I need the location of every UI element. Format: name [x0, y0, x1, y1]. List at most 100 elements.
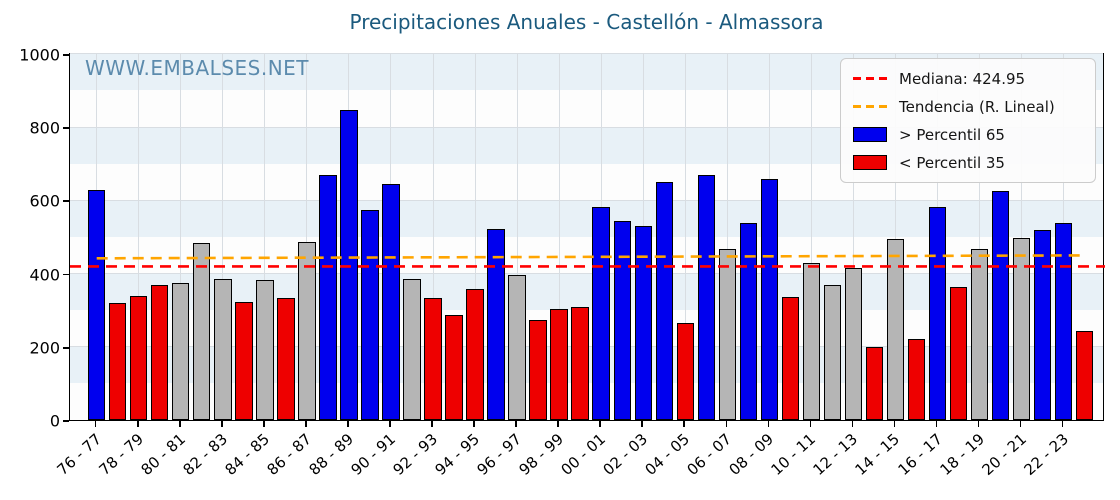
bar-03-04 — [655, 181, 673, 420]
bar-10-11 — [802, 262, 821, 420]
legend-item-below-percentile: < Percentil 35 — [853, 152, 1085, 173]
x-tick-mark — [1019, 421, 1022, 427]
bar-14-15 — [886, 238, 905, 420]
x-tick-mark — [1061, 421, 1064, 427]
y-tick-mark — [63, 346, 69, 349]
v-gridline — [180, 54, 182, 420]
y-tick-label: 600 — [29, 191, 60, 211]
median-dash-sample — [853, 77, 887, 80]
watermark: WWW.EMBALSES.NET — [85, 56, 310, 80]
x-tick-mark — [599, 421, 601, 427]
bar-17-18 — [949, 287, 968, 420]
bar-08-09 — [760, 178, 779, 420]
v-gridline — [138, 54, 140, 420]
y-tick-mark — [63, 273, 69, 276]
bar-83-84 — [235, 301, 253, 420]
h-gridline — [70, 126, 1103, 128]
legend-item-trend: Tendencia (R. Lineal) — [853, 96, 1085, 117]
x-tick-mark — [809, 421, 812, 427]
bar-23-24 — [1075, 331, 1094, 420]
legend-item-median: Mediana: 424.95 — [853, 68, 1085, 89]
x-tick-mark — [893, 421, 896, 427]
below-percentile-swatch — [853, 155, 887, 170]
bar-01-02 — [613, 220, 631, 420]
bar-98-99 — [550, 308, 568, 420]
reference-lines — [70, 254, 1105, 268]
v-gridline — [894, 54, 896, 420]
bar-93-94 — [445, 314, 463, 420]
v-gridline — [306, 54, 308, 420]
bar-79-80 — [151, 285, 169, 420]
x-tick-mark — [263, 421, 265, 427]
bar-90-91 — [382, 183, 400, 420]
bar-88-89 — [340, 109, 358, 420]
bar-82-83 — [214, 278, 232, 420]
bar-94-95 — [466, 288, 484, 420]
v-gridline — [726, 54, 728, 420]
plot-area: WWW.EMBALSES.NET Mediana: 424.95 Tendenc… — [69, 53, 1105, 421]
bar-11-12 — [823, 284, 842, 420]
bar-84-85 — [256, 279, 274, 420]
legend-above-label: > Percentil 65 — [899, 125, 1005, 144]
chart-title: Precipitaciones Anuales - Castellón - Al… — [349, 10, 824, 34]
bar-92-93 — [424, 297, 442, 420]
x-tick-mark — [515, 421, 517, 427]
y-tick-mark — [63, 54, 69, 56]
x-tick-mark — [725, 421, 728, 427]
v-gridline — [558, 54, 560, 420]
y-tick-mark — [63, 420, 69, 422]
x-tick-mark — [557, 421, 559, 427]
x-tick-mark — [641, 421, 643, 427]
bar-09-10 — [781, 297, 800, 420]
y-tick-label: 400 — [29, 265, 60, 285]
bar-91-92 — [403, 278, 421, 420]
bar-99-00 — [571, 306, 589, 420]
legend-median-label: Mediana: 424.95 — [899, 69, 1026, 88]
y-tick-mark — [63, 200, 69, 203]
bar-06-07 — [718, 248, 736, 420]
bar-15-16 — [907, 338, 926, 420]
bar-19-20 — [991, 190, 1010, 420]
x-tick-mark — [935, 421, 938, 427]
v-gridline — [432, 54, 434, 420]
v-gridline — [474, 54, 476, 420]
x-tick-mark — [431, 421, 433, 427]
bar-86-87 — [298, 242, 316, 420]
bar-85-86 — [277, 297, 295, 420]
v-gridline — [1021, 54, 1023, 420]
bar-22-23 — [1054, 223, 1073, 420]
v-gridline — [222, 54, 224, 420]
v-gridline — [852, 54, 854, 420]
legend: Mediana: 424.95 Tendencia (R. Lineal) > … — [840, 58, 1096, 183]
x-tick-mark — [136, 421, 139, 427]
bar-13-14 — [865, 346, 884, 420]
bar-96-97 — [508, 274, 526, 420]
x-tick-mark — [389, 421, 391, 427]
v-gridline — [979, 54, 981, 420]
bar-77-78 — [109, 302, 127, 420]
bar-81-82 — [193, 243, 211, 420]
legend-trend-label: Tendencia (R. Lineal) — [899, 97, 1055, 116]
bar-97-98 — [529, 319, 547, 420]
x-tick-mark — [977, 421, 980, 427]
bar-95-96 — [487, 228, 505, 420]
bar-76-77 — [88, 190, 106, 420]
x-tick-mark — [851, 421, 854, 427]
h-gridline — [70, 273, 1103, 275]
y-tick-label: 800 — [29, 118, 60, 138]
bar-20-21 — [1012, 238, 1031, 420]
trend-dash-sample — [853, 105, 887, 108]
x-tick-mark — [221, 421, 223, 427]
y-tick-label: 200 — [29, 338, 60, 358]
bar-05-06 — [697, 175, 715, 420]
legend-below-label: < Percentil 35 — [899, 153, 1005, 172]
bar-80-81 — [172, 283, 190, 420]
bar-02-03 — [634, 225, 652, 420]
above-percentile-swatch — [853, 127, 887, 142]
y-tick-mark — [63, 127, 69, 129]
x-tick-mark — [473, 421, 475, 427]
v-gridline — [684, 54, 686, 420]
y-tick-label: 1000 — [19, 45, 60, 65]
h-gridline — [70, 199, 1103, 201]
v-gridline — [264, 54, 266, 420]
